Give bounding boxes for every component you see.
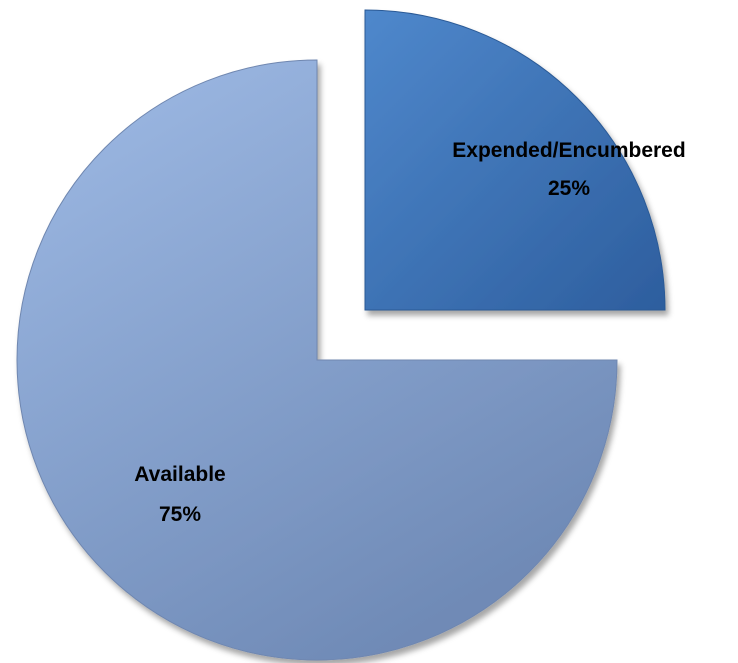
- slice-value-available: 75%: [159, 503, 201, 526]
- slice-label-available: Available: [134, 463, 225, 486]
- pie-slice-available: [16, 59, 618, 661]
- pie-slice-expended-encumbered: [364, 9, 666, 311]
- slice-value-expended-encumbered: 25%: [548, 177, 590, 200]
- slice-label-expended-encumbered: Expended/Encumbered: [452, 139, 685, 162]
